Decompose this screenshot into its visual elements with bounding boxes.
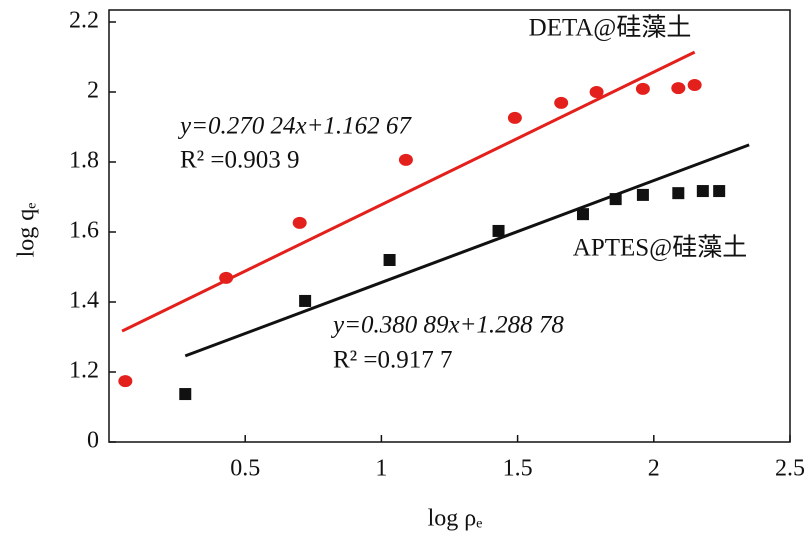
point [687,79,702,91]
fit-line [121,50,696,333]
point [492,224,505,237]
point [179,388,192,401]
x-tick-label: 2 [648,456,660,482]
plot-frame [108,9,791,443]
point [507,111,522,124]
y-tick-label: 0 [87,428,99,454]
equation: y=0.380 89x+1.288 78 [330,312,564,339]
x-tick-label: 1 [375,456,387,482]
point [576,208,589,221]
y-tick-label: 1.2 [69,358,99,384]
point [672,187,685,200]
r-squared: R² =0.903 9 [180,147,300,174]
equation: y=0.270 24x+1.162 67 [177,113,412,140]
r-squared: R² =0.917 7 [333,347,453,374]
x-tick-label: 2.5 [775,456,805,482]
point [292,216,307,229]
point [398,153,413,166]
point [299,294,312,307]
point [713,185,726,198]
point [696,185,709,198]
x-tick-label: 0.5 [230,456,260,482]
point [609,193,622,206]
point [636,188,649,201]
series-label: APTES@硅藻土 [573,234,747,262]
point [589,86,604,98]
point [671,82,686,95]
point [118,375,133,388]
point [635,82,650,95]
y-tick-label: 1.8 [69,148,99,174]
y-tick-label: 2.2 [69,8,99,34]
series-label: DETA@硅藻土 [529,14,692,42]
point [383,254,396,266]
y-tick-label: 1.6 [69,218,99,244]
x-axis-label: log ρₑ [428,506,483,532]
fit-line [184,143,750,358]
y-tick-label: 1.4 [69,288,99,314]
y-axis-label: log qₑ [14,203,40,258]
point [219,271,234,284]
y-tick-label: 2 [87,78,99,104]
point [554,96,569,109]
x-tick-label: 1.5 [503,456,533,482]
